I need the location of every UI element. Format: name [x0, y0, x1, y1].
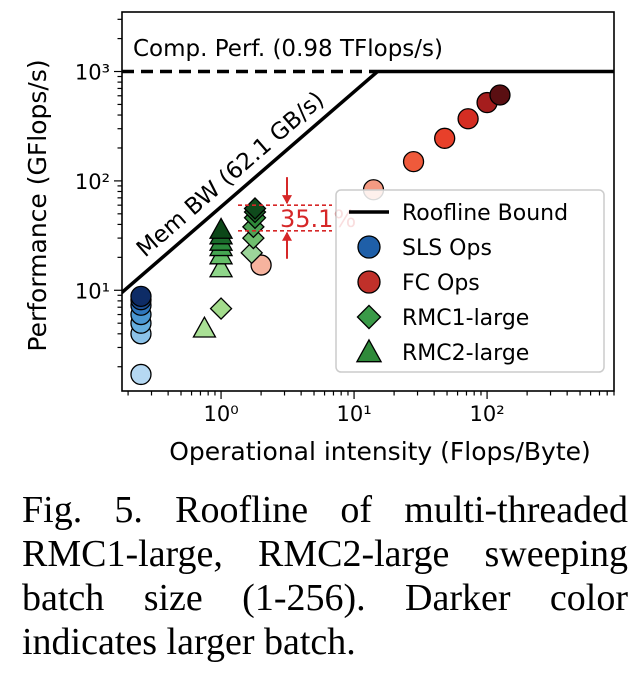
data-point	[402, 150, 425, 173]
legend-label: Roofline Bound	[402, 201, 568, 226]
legend: Roofline Bound SLS Ops FC Ops RMC1-large RMC…	[335, 189, 605, 373]
legend-label: FC Ops	[402, 271, 480, 296]
y-tick-label: 10²	[75, 170, 110, 194]
series-rmc2-large	[192, 217, 234, 338]
plot-area: 35.1%	[122, 69, 614, 386]
gap-arrow-up-head	[282, 231, 292, 241]
y-tick-label: 10³	[75, 61, 110, 85]
legend-marker-swatch	[356, 304, 382, 330]
y-tick-label: 10¹	[75, 279, 110, 303]
x-axis-label: Operational intensity (Flops/Byte)	[169, 437, 591, 466]
roofline-chart: 35.1%Comp. Perf. (0.98 TFlops/s)Mem BW (…	[23, 11, 615, 466]
compute-peak-label: Comp. Perf. (0.98 TFlops/s)	[133, 36, 443, 62]
data-point	[434, 127, 456, 149]
data-point	[489, 84, 511, 106]
data-point	[209, 297, 233, 321]
y-axis-label: Performance (GFlops/s)	[23, 59, 52, 351]
y-axis: 10¹ 10² 10³	[75, 18, 122, 368]
legend-label: SLS Ops	[402, 236, 492, 261]
data-point	[192, 315, 217, 338]
data-point	[208, 217, 234, 239]
figure-caption: Fig. 5. Roofline of multi-threaded RMC1-…	[22, 489, 628, 663]
legend-label: RMC1-large	[402, 306, 529, 331]
x-tick-label: 10¹	[336, 402, 371, 426]
x-axis: 10⁰ 10¹ 10²	[127, 391, 615, 426]
data-point	[240, 241, 264, 265]
legend-box	[335, 189, 605, 373]
gap-arrow-down-head	[282, 195, 292, 205]
plot-frame	[121, 11, 615, 392]
x-tick-label: 10²	[470, 402, 505, 426]
series-sls-ops	[130, 285, 152, 386]
series-rmc1-large	[209, 197, 267, 321]
data-point	[208, 255, 234, 278]
data-point	[250, 254, 272, 276]
data-point	[130, 285, 152, 308]
roofline-bandwidth-bound	[122, 70, 379, 295]
legend-marker-swatch	[357, 235, 381, 259]
legend-label: RMC2-large	[402, 341, 529, 366]
x-tick-label: 10⁰	[203, 402, 238, 426]
data-point	[130, 363, 152, 386]
legend-marker-swatch	[357, 270, 381, 294]
legend-marker-swatch	[355, 338, 383, 363]
data-point	[457, 108, 479, 130]
